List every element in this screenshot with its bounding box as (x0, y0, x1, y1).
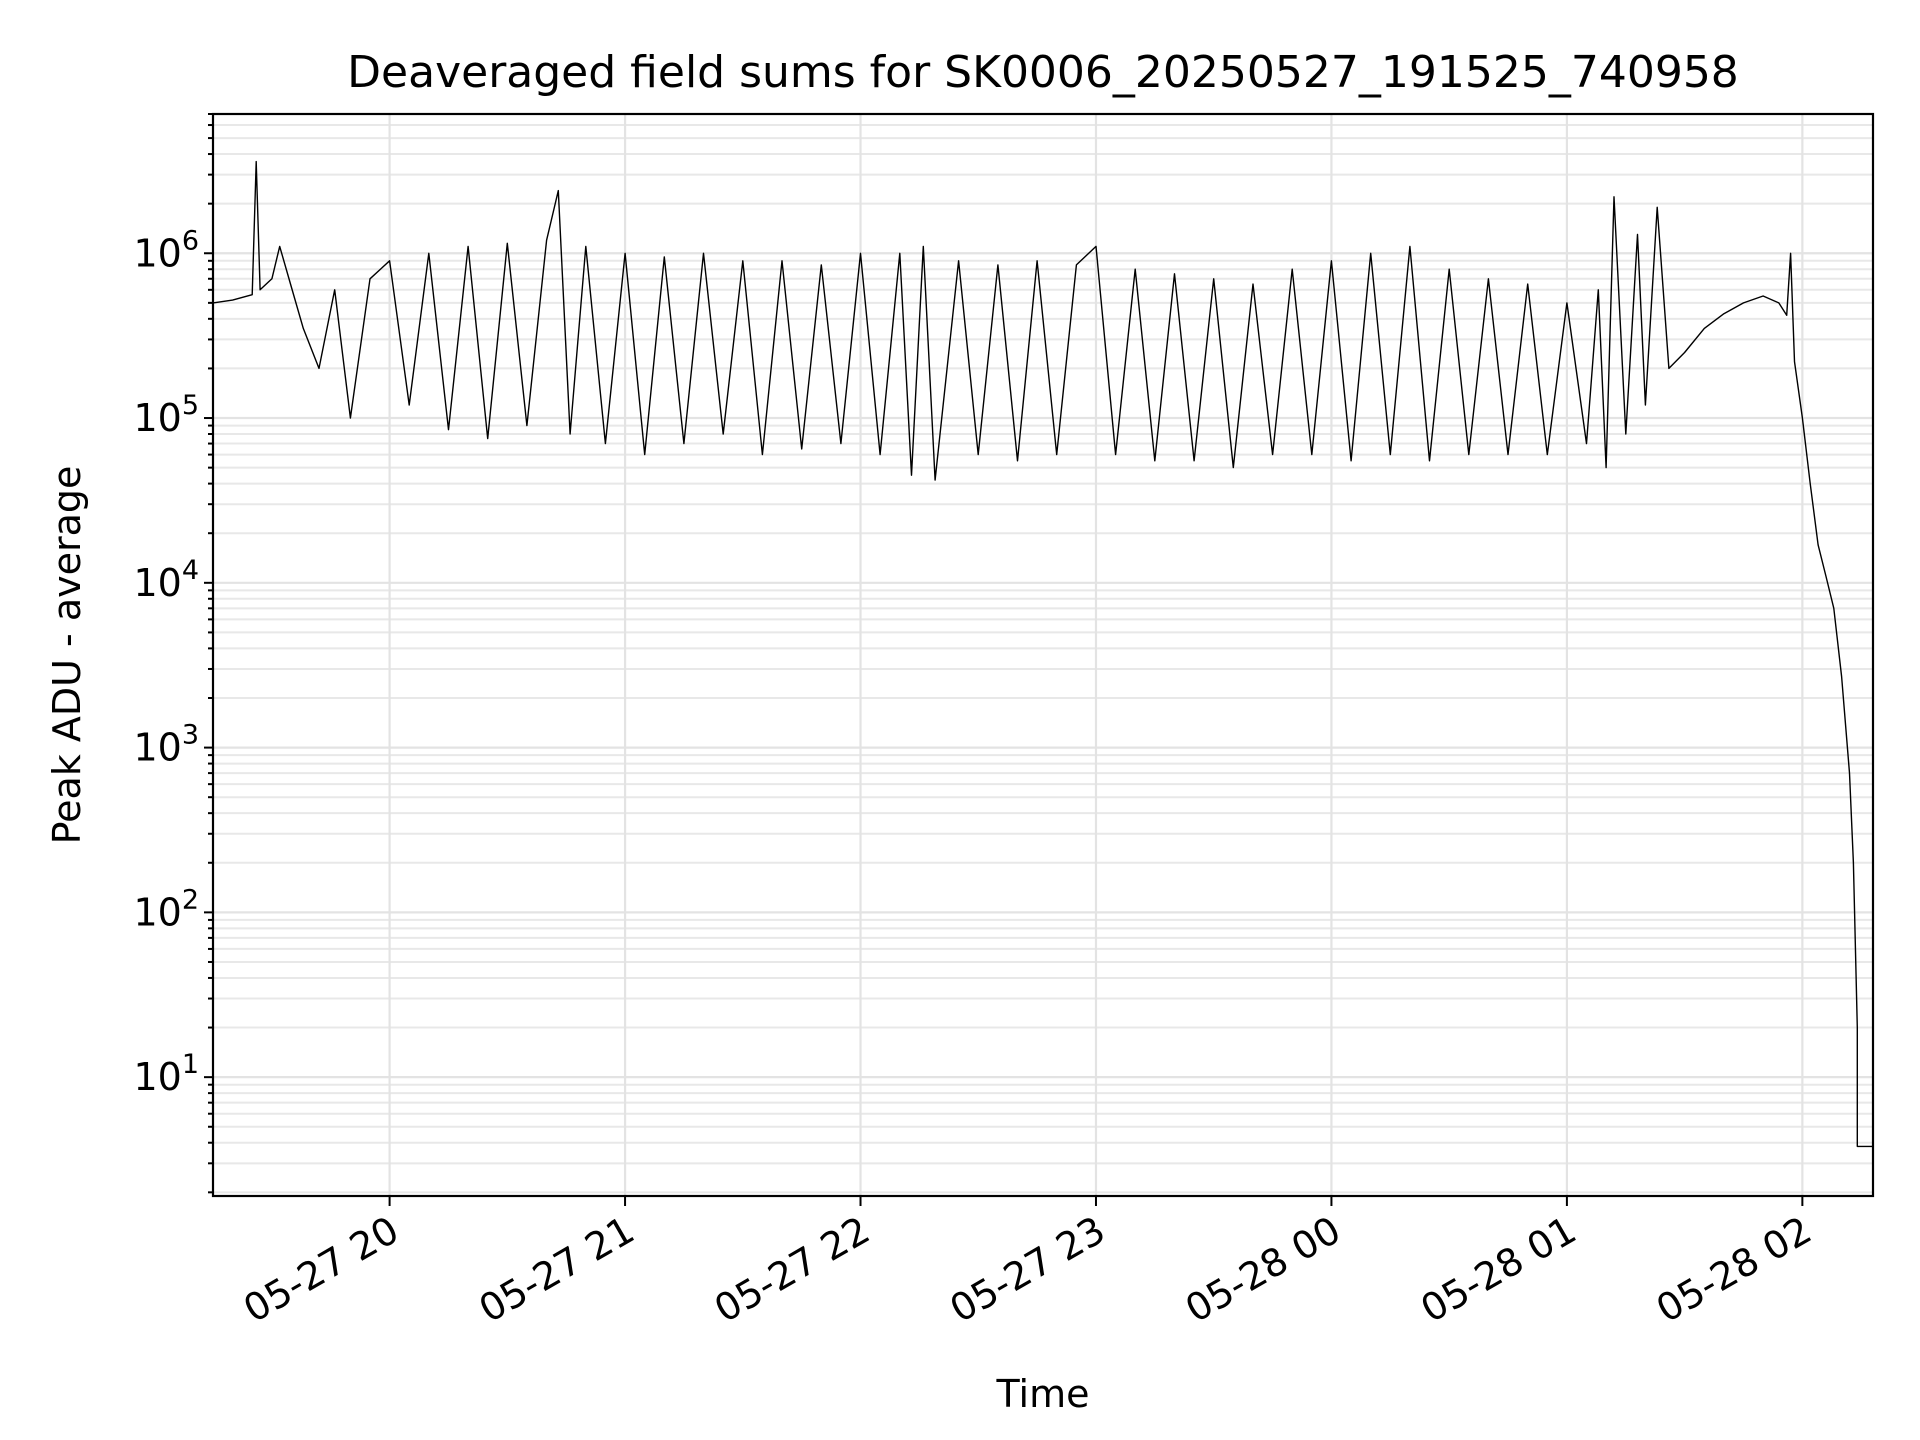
y-tick-label-base: 10 (133, 726, 181, 770)
y-tick-label-base: 10 (133, 1055, 181, 1099)
y-tick-label-exponent: 4 (182, 555, 199, 586)
y-tick-label-base: 10 (133, 396, 181, 440)
plot-frame (211, 112, 1875, 1198)
chart-title: Deaveraged field sums for SK0006_2025052… (347, 47, 1739, 98)
y-tick-label-base: 10 (133, 890, 181, 934)
y-tick-label-exponent: 1 (182, 1049, 199, 1080)
y-axis-label: Peak ADU - average (45, 466, 89, 845)
y-tick-label: 106 (133, 225, 199, 275)
series-layer (212, 160, 1873, 1148)
grid (213, 113, 1873, 1196)
x-axis-label: Time (996, 1372, 1090, 1416)
y-tick-label-exponent: 5 (182, 390, 199, 421)
y-tick-label: 103 (133, 720, 199, 770)
y-tick-label-exponent: 6 (182, 225, 199, 256)
y-tick-label-base: 10 (133, 561, 181, 605)
y-tick-label-exponent: 3 (182, 720, 199, 751)
series-line (212, 160, 1873, 1148)
y-tick-label: 104 (133, 555, 199, 605)
y-tick-label: 102 (133, 884, 199, 934)
y-tick-label-exponent: 2 (182, 884, 199, 915)
y-tick-label: 105 (133, 390, 199, 440)
y-tick-label: 101 (133, 1049, 199, 1099)
y-tick-label-base: 10 (133, 231, 181, 275)
